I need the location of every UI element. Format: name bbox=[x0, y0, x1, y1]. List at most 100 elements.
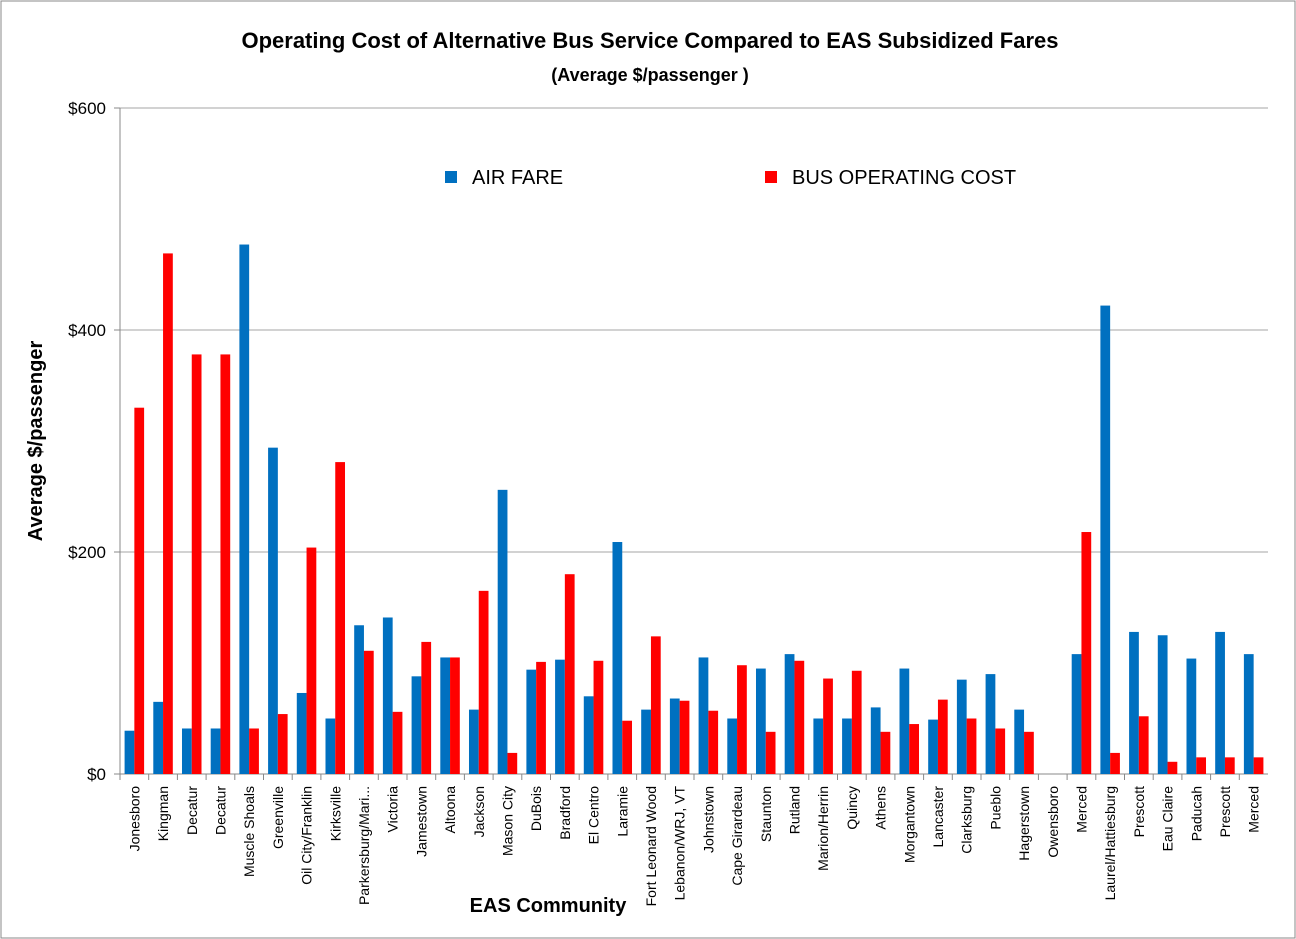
bar bbox=[679, 700, 690, 774]
bar bbox=[1167, 761, 1178, 774]
x-tick-label: Decatur bbox=[184, 786, 200, 835]
x-tick-label: Morgantown bbox=[901, 786, 917, 863]
bar bbox=[134, 407, 145, 774]
bar bbox=[899, 668, 910, 774]
bar bbox=[1157, 635, 1168, 774]
x-tick-label: Jamestown bbox=[413, 786, 429, 857]
x-tick-label: Rutland bbox=[786, 786, 802, 834]
bar bbox=[641, 709, 651, 774]
bar bbox=[1014, 709, 1025, 774]
bar bbox=[1215, 631, 1225, 774]
x-tick-label: Prescott bbox=[1217, 786, 1233, 837]
legend-swatch bbox=[765, 171, 777, 183]
bar bbox=[421, 641, 432, 774]
bar bbox=[382, 617, 393, 774]
y-tick-label: $600 bbox=[68, 99, 106, 118]
bar bbox=[210, 728, 221, 774]
bar bbox=[1100, 305, 1111, 774]
x-tick-label: Johnstown bbox=[700, 786, 716, 853]
x-tick-label: Greenville bbox=[270, 786, 286, 849]
x-tick-label: Laurel/Hattiesburg bbox=[1102, 786, 1118, 900]
x-tick-label: Quincy bbox=[844, 786, 860, 830]
x-tick-label: Hagerstown bbox=[1016, 786, 1032, 861]
bar bbox=[526, 669, 537, 774]
x-tick-label: Merced bbox=[1246, 786, 1262, 833]
x-tick-label: Laramie bbox=[614, 786, 630, 837]
bar bbox=[755, 668, 766, 774]
bar bbox=[737, 665, 747, 774]
bar bbox=[363, 650, 374, 774]
bar bbox=[153, 701, 164, 774]
bar bbox=[440, 657, 451, 774]
bar bbox=[612, 542, 623, 774]
legend-swatch bbox=[445, 171, 457, 183]
bar bbox=[411, 676, 422, 774]
y-tick-label: $400 bbox=[68, 321, 106, 340]
bar bbox=[1071, 654, 1082, 774]
x-tick-label: Parkersburg/Mari... bbox=[356, 786, 372, 905]
x-tick-label: Clarksburg bbox=[959, 786, 975, 854]
bar bbox=[880, 731, 891, 774]
bar bbox=[354, 625, 364, 774]
bar bbox=[985, 674, 996, 774]
bar bbox=[698, 657, 709, 774]
bar bbox=[583, 696, 594, 774]
x-tick-label: Decatur bbox=[212, 786, 228, 835]
x-tick-label: Oil City/Franklin bbox=[299, 786, 315, 885]
chart-title: Operating Cost of Alternative Bus Servic… bbox=[241, 28, 1058, 53]
bar bbox=[325, 718, 336, 774]
bar bbox=[249, 728, 259, 774]
bar bbox=[191, 354, 202, 774]
bar bbox=[794, 660, 805, 774]
bar bbox=[564, 574, 575, 774]
x-tick-label: Jackson bbox=[471, 786, 487, 837]
bar bbox=[669, 698, 680, 774]
bar bbox=[1129, 631, 1139, 774]
x-tick-label: Fort Leonard Wood bbox=[643, 786, 659, 906]
bar bbox=[956, 679, 967, 774]
x-tick-label: Marion/Herrin bbox=[815, 786, 831, 871]
y-axis-title: Average $/passenger bbox=[25, 341, 47, 542]
x-tick-label: Mason City bbox=[499, 786, 515, 856]
bar bbox=[124, 730, 135, 774]
bar bbox=[1024, 731, 1034, 774]
bar bbox=[813, 718, 824, 774]
x-tick-label: Victoria bbox=[385, 786, 401, 833]
x-tick-label: Bradford bbox=[557, 786, 573, 840]
x-tick-label: Lancaster bbox=[930, 786, 946, 848]
x-tick-label: Muscle Shoals bbox=[241, 786, 257, 877]
bar bbox=[497, 489, 508, 774]
bar bbox=[1081, 532, 1092, 774]
x-tick-label: Jonesboro bbox=[126, 786, 142, 852]
bar bbox=[708, 710, 719, 774]
x-tick-label: Owensboro bbox=[1045, 786, 1061, 858]
x-tick-label: El Centro bbox=[586, 786, 602, 845]
x-tick-label: Cape Girardeau bbox=[729, 786, 745, 886]
bar bbox=[727, 718, 738, 774]
bar bbox=[928, 719, 938, 774]
bar bbox=[1138, 716, 1149, 774]
legend-label: BUS OPERATING COST bbox=[792, 167, 1016, 189]
bar bbox=[450, 657, 460, 774]
bar bbox=[593, 660, 604, 774]
x-tick-label: DuBois bbox=[528, 786, 544, 831]
bar bbox=[277, 714, 288, 774]
bar bbox=[335, 462, 346, 774]
x-tick-label: Pueblo bbox=[987, 786, 1003, 830]
bar bbox=[163, 253, 173, 774]
bar bbox=[536, 661, 546, 774]
bar bbox=[181, 728, 192, 774]
x-tick-label: Prescott bbox=[1131, 786, 1147, 837]
bar bbox=[937, 699, 948, 774]
bar bbox=[909, 724, 920, 774]
bar bbox=[1186, 658, 1197, 774]
x-tick-label: Eau Claire bbox=[1160, 786, 1176, 852]
bar bbox=[268, 447, 278, 774]
legend-label: AIR FARE bbox=[472, 167, 563, 189]
bar bbox=[1253, 757, 1264, 774]
bar bbox=[1196, 757, 1207, 774]
bar bbox=[870, 707, 881, 774]
bar bbox=[220, 354, 231, 774]
